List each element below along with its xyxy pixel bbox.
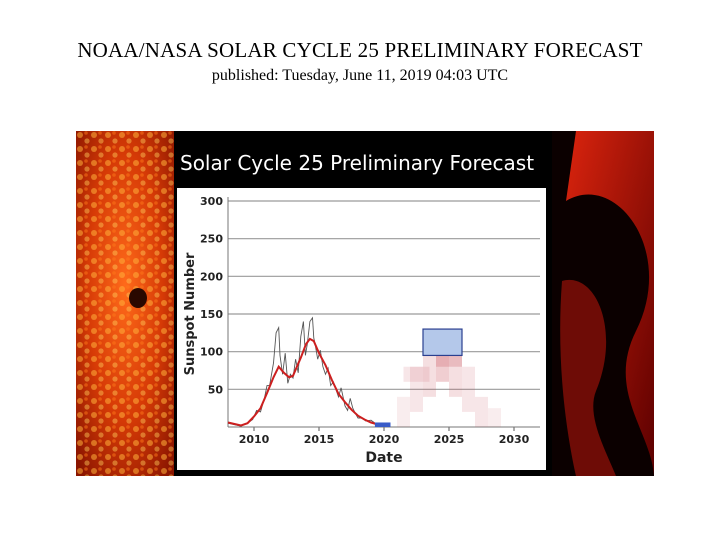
- y-tick-label: 250: [200, 233, 223, 246]
- y-tick-label: 150: [200, 308, 223, 321]
- y-tick-label: 100: [200, 346, 223, 359]
- x-tick-label: 2025: [434, 433, 465, 446]
- chart-title: Solar Cycle 25 Preliminary Forecast: [180, 151, 535, 175]
- published-date: published: Tuesday, June 11, 2019 04:03 …: [211, 67, 509, 84]
- x-axis-label: Date: [365, 450, 402, 466]
- forecast-haze: [488, 408, 501, 427]
- page-title: NOAA/NASA SOLAR CYCLE 25 PRELIMINARY FOR…: [77, 38, 643, 62]
- forecast-min-box: [374, 422, 391, 427]
- y-tick-label: 50: [208, 383, 224, 396]
- forecast-haze: [462, 366, 475, 412]
- forecast-haze: [475, 396, 488, 427]
- x-tick-label: 2010: [239, 433, 270, 446]
- y-tick-label: 200: [200, 270, 223, 283]
- x-tick-label: 2020: [369, 433, 400, 446]
- forecast-haze: [397, 396, 410, 427]
- plot-panel: [177, 188, 546, 470]
- x-tick-label: 2030: [499, 433, 530, 446]
- solar-chart-image: 50 100 150 200 250 300 2010 2015 2020 2025 2030 Dat…: [76, 131, 654, 476]
- chart-svg: 50 100 150 200 250 300 2010 2015 2020 2025 2030 Dat…: [76, 131, 654, 476]
- y-axis-label: Sunspot Number: [183, 252, 198, 375]
- plot-area: 50 100 150 200 250 300 2010 2015 2020 2025 2030 Dat…: [183, 195, 540, 466]
- forecast-haze: [410, 366, 423, 412]
- solar-granules: [76, 131, 174, 476]
- forecast-haze: [449, 344, 462, 397]
- series-line-monthly-sunspot-number: [227, 316, 377, 427]
- forecast-max-box: [422, 328, 463, 357]
- flare-loop: [566, 131, 654, 476]
- y-tick-label: 300: [200, 195, 223, 208]
- sunspot-icon: [129, 288, 147, 308]
- x-tick-label: 2015: [304, 433, 335, 446]
- forecast-haze: [403, 366, 430, 382]
- flare-wisp: [560, 279, 616, 476]
- series-line-smoothed-sunspot-number: [227, 337, 377, 427]
